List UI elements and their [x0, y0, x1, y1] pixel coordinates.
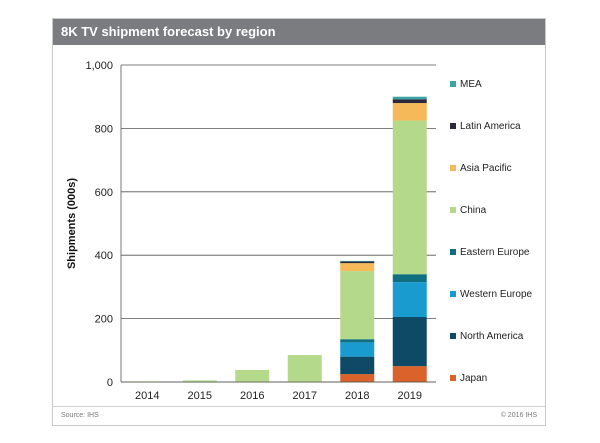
bar-segment: [392, 120, 427, 275]
bar-segment: [340, 339, 375, 343]
legend-swatch: [450, 333, 456, 339]
x-tick-label: 2019: [398, 390, 422, 402]
bar-segment: [235, 369, 270, 382]
legend-label: China: [460, 205, 487, 216]
bar-segment: [392, 96, 427, 100]
y-axis-label: Shipments (000s): [66, 178, 78, 269]
bar-segment: [392, 99, 427, 104]
bar-segment: [340, 342, 375, 357]
legend-swatch: [450, 249, 456, 255]
legend-swatch: [450, 81, 456, 87]
chart-svg: 0 200 400 600 800 1,000 Shipments (000s) 2014 20…: [66, 60, 533, 402]
legend-label: Japan: [460, 373, 487, 384]
chart-title: 8K TV shipment forecast by region: [53, 19, 545, 45]
bar-segment: [392, 317, 427, 367]
legend-label: Eastern Europe: [460, 247, 530, 258]
legend-label: Western Europe: [460, 289, 533, 300]
y-tick-label: 200: [95, 314, 113, 326]
y-tick-label: 1,000: [85, 60, 113, 72]
legend-label: North America: [460, 331, 524, 342]
legend: MEA Latin America Asia Pacific China Eastern…: [450, 79, 533, 384]
y-tick-label: 0: [107, 377, 113, 389]
y-tick-label: 800: [95, 123, 113, 135]
legend-swatch: [450, 375, 456, 381]
x-tick-label: 2017: [293, 390, 317, 402]
bar-segment: [340, 356, 375, 375]
bar-segment: [340, 374, 375, 382]
bar-segment: [182, 380, 217, 382]
source-note: Source: IHS: [61, 412, 99, 419]
bar-segment: [287, 355, 322, 382]
x-tick-label: 2014: [135, 390, 159, 402]
bar-segment: [392, 366, 427, 382]
gridlines: [121, 64, 436, 383]
legend-swatch: [450, 165, 456, 171]
bar-segment: [340, 271, 375, 340]
legend-swatch: [450, 123, 456, 129]
bar-segment: [392, 282, 427, 318]
bar-segment: [392, 103, 427, 121]
axes: 0 200 400 600 800 1,000 Shipments (000s) 2014 20…: [66, 60, 436, 402]
x-tick-label: 2016: [240, 390, 264, 402]
legend-label: MEA: [460, 79, 482, 90]
chart-footer: Source: IHS © 2016 IHS: [53, 406, 545, 425]
bar-segment: [340, 261, 375, 264]
x-tick-label: 2015: [188, 390, 212, 402]
bars: [130, 96, 427, 382]
x-tick-label: 2018: [345, 390, 369, 402]
y-tick-label: 400: [95, 250, 113, 262]
bar-segment: [392, 274, 427, 283]
y-tick-label: 600: [95, 187, 113, 199]
chart-frame: 8K TV shipment forecast by region 0 200 40…: [52, 18, 546, 426]
legend-swatch: [450, 291, 456, 297]
legend-label: Asia Pacific: [460, 163, 512, 174]
bar-segment: [340, 263, 375, 272]
copyright-note: © 2016 IHS: [500, 412, 537, 419]
bar-segment: [340, 260, 375, 262]
legend-swatch: [450, 207, 456, 213]
legend-label: Latin America: [460, 121, 521, 132]
